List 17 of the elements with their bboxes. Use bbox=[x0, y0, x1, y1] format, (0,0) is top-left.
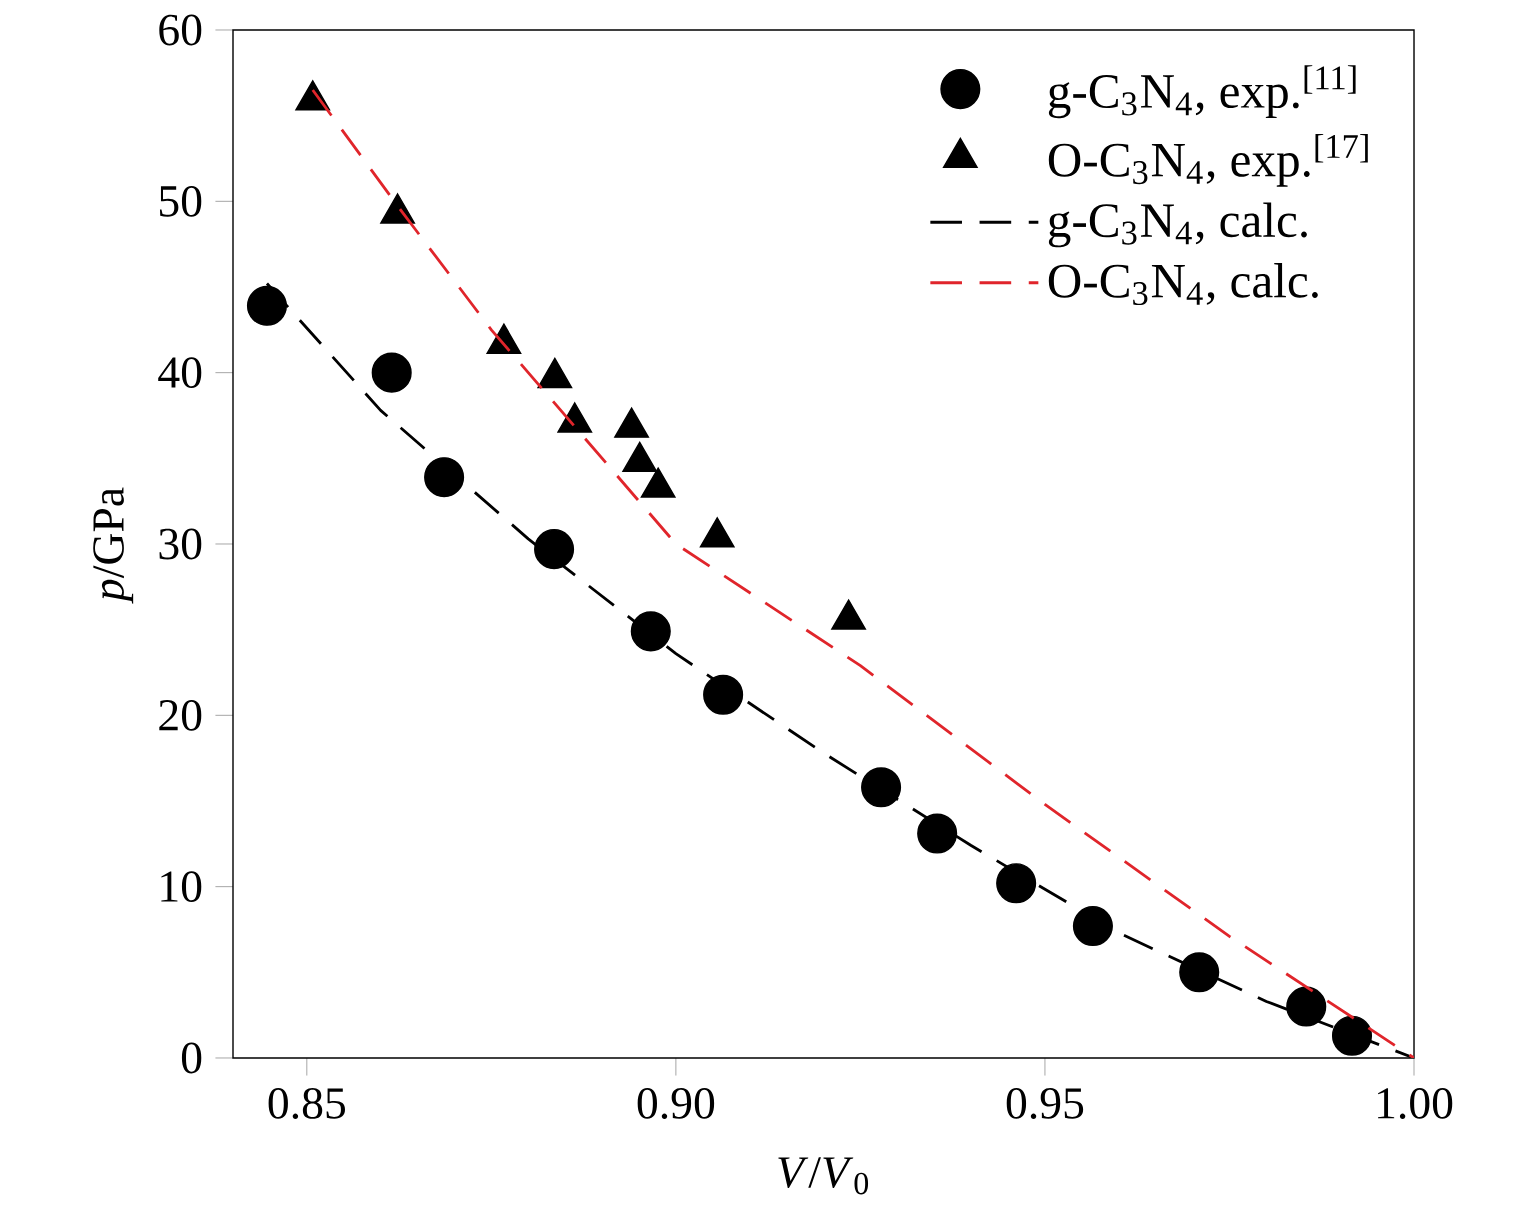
y-axis-title: p/GPa bbox=[93, 487, 134, 604]
x-tick-label: 0.95 bbox=[1006, 1087, 1084, 1120]
x-tick-label: 0.90 bbox=[637, 1087, 715, 1120]
y-tick-label: 60 bbox=[159, 14, 202, 46]
y-tick-label: 40 bbox=[158, 357, 202, 389]
x-axis-title: V/V$_{0}$ bbox=[778, 1157, 869, 1195]
legend-label: O-C$_{3}$N$_{4}$, exp.$^{[17]}$ bbox=[1048, 133, 1368, 187]
y-tick-label: 0 bbox=[181, 1042, 202, 1074]
legend-label: g-C$_{3}$N$_{4}$, exp.$^{[11]}$ bbox=[1048, 65, 1356, 119]
y-tick-label: 30 bbox=[159, 528, 202, 560]
x-tick-label: 1.00 bbox=[1378, 1087, 1453, 1120]
x-tick-label: 0.85 bbox=[268, 1087, 346, 1120]
y-tick-label: 50 bbox=[159, 185, 202, 217]
y-tick-label: 20 bbox=[159, 699, 202, 731]
legend-label: O-C$_{3}$N$_{4}$, calc. bbox=[1048, 263, 1318, 306]
legend-label: g-C$_{3}$N$_{4}$, calc. bbox=[1048, 202, 1307, 248]
y-tick-label: 10 bbox=[161, 871, 202, 903]
